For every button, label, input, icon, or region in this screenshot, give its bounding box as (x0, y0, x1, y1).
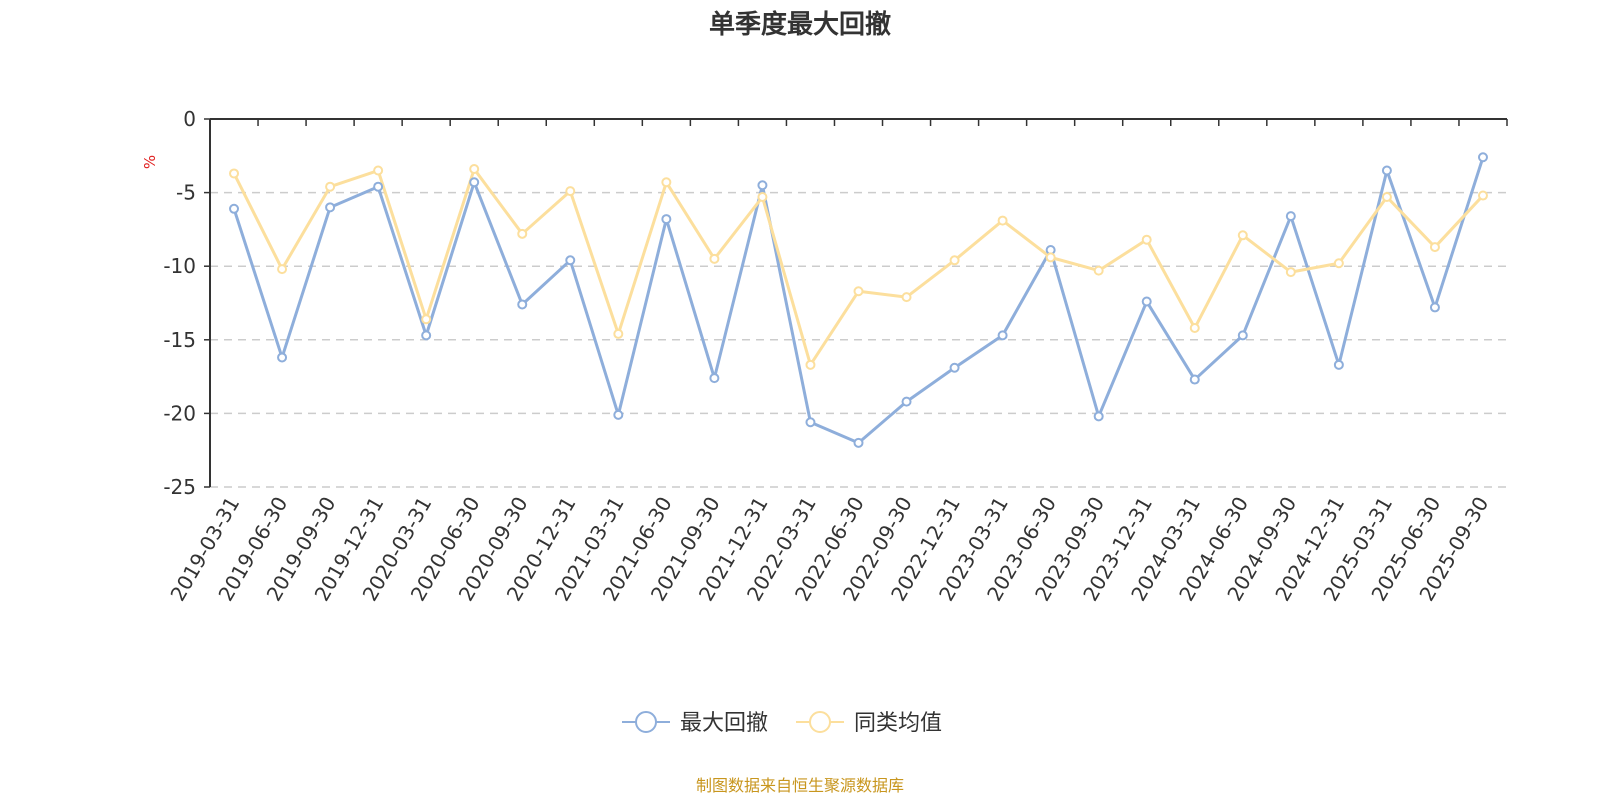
legend-item[interactable]: 同类均值 (796, 711, 942, 736)
y-tick-label: -25 (163, 475, 196, 499)
data-point[interactable] (325, 181, 336, 192)
data-point[interactable] (613, 409, 624, 420)
data-point[interactable] (1141, 234, 1152, 245)
data-point[interactable] (469, 177, 480, 188)
data-point[interactable] (661, 177, 672, 188)
data-point[interactable] (229, 203, 240, 214)
data-point[interactable] (469, 164, 480, 175)
data-point[interactable] (1237, 330, 1248, 341)
data-point[interactable] (1093, 265, 1104, 276)
data-point[interactable] (1477, 190, 1488, 201)
source-note: 制图数据来自恒生聚源数据库 (696, 776, 904, 795)
data-point[interactable] (1477, 152, 1488, 163)
data-point[interactable] (1381, 192, 1392, 203)
y-tick-label: -20 (163, 401, 196, 425)
data-point[interactable] (1285, 211, 1296, 222)
data-point[interactable] (1093, 411, 1104, 422)
data-point[interactable] (949, 362, 960, 373)
legend-label: 同类均值 (854, 711, 942, 736)
data-point[interactable] (997, 330, 1008, 341)
data-point[interactable] (1045, 252, 1056, 263)
legend-marker-icon (635, 711, 657, 733)
series-group (229, 152, 1488, 448)
data-point[interactable] (805, 359, 816, 370)
data-point[interactable] (805, 417, 816, 428)
y-tick-label: -5 (176, 181, 196, 205)
y-axis-unit-label: % (141, 155, 159, 169)
data-point[interactable] (373, 181, 384, 192)
data-point[interactable] (517, 299, 528, 310)
data-point[interactable] (997, 215, 1008, 226)
data-point[interactable] (757, 180, 768, 191)
data-point[interactable] (1285, 267, 1296, 278)
data-point[interactable] (1189, 323, 1200, 334)
data-point[interactable] (709, 253, 720, 264)
y-tick-label: 0 (183, 107, 196, 131)
data-point[interactable] (757, 192, 768, 203)
legend-marker-icon (809, 711, 831, 733)
series-2-points (229, 164, 1488, 370)
data-point[interactable] (1429, 242, 1440, 253)
data-point[interactable] (1141, 296, 1152, 307)
data-point[interactable] (949, 255, 960, 266)
data-point[interactable] (373, 165, 384, 176)
data-point[interactable] (325, 202, 336, 213)
y-tick-label: -15 (163, 328, 196, 352)
data-point[interactable] (709, 373, 720, 384)
legend-label: 最大回撤 (680, 711, 768, 736)
data-point[interactable] (901, 292, 912, 303)
chart-title: 单季度最大回撤 (709, 9, 891, 40)
data-point[interactable] (229, 168, 240, 179)
data-point[interactable] (1333, 359, 1344, 370)
data-point[interactable] (1333, 258, 1344, 269)
y-tick-label: -10 (163, 254, 196, 278)
data-point[interactable] (421, 314, 432, 325)
y-axis-ticks: 0 -5 -10 -15 -20 -25 (163, 107, 1507, 499)
data-point[interactable] (565, 186, 576, 197)
data-point[interactable] (1381, 165, 1392, 176)
data-point[interactable] (277, 352, 288, 363)
data-point[interactable] (421, 330, 432, 341)
data-point[interactable] (565, 255, 576, 266)
legend-item[interactable]: 最大回撤 (622, 711, 768, 736)
data-point[interactable] (1237, 230, 1248, 241)
data-point[interactable] (613, 328, 624, 339)
data-point[interactable] (901, 396, 912, 407)
data-point[interactable] (853, 286, 864, 297)
legend: 最大回撤 同类均值 (622, 711, 942, 736)
data-point[interactable] (1189, 374, 1200, 385)
data-point[interactable] (517, 228, 528, 239)
data-point[interactable] (661, 214, 672, 225)
data-point[interactable] (277, 264, 288, 275)
data-point[interactable] (1429, 302, 1440, 313)
data-point[interactable] (853, 437, 864, 448)
